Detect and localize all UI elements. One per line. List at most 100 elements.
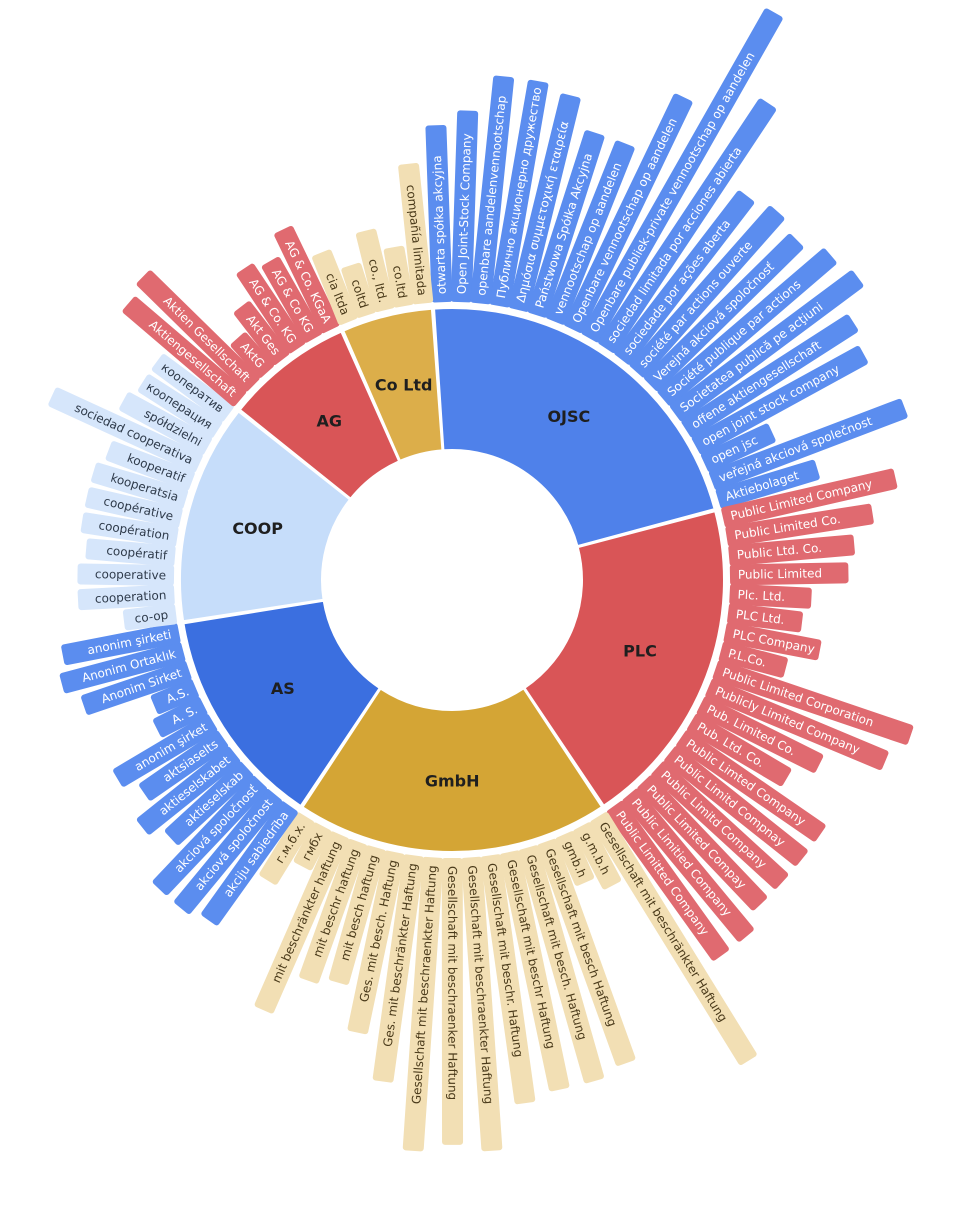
outer-wedge-plc[interactable]: Public Ltd. Co. <box>728 534 855 566</box>
outer-wedge-bar <box>164 761 254 845</box>
outer-wedge-bar <box>136 746 241 835</box>
outer-wedge-bar <box>657 248 837 406</box>
outer-wedge-bar <box>261 257 323 343</box>
outer-wedge-bar <box>113 714 218 787</box>
outer-wedge-bar <box>480 854 536 1105</box>
outer-wedge-bar <box>48 387 203 473</box>
outer-wedge-co-ltd[interactable]: coltd <box>341 262 377 319</box>
outer-wedge-bar <box>254 831 350 1014</box>
outer-wedge-bar <box>545 140 635 325</box>
outer-wedge-plc[interactable]: Plc. Ltd. <box>729 583 812 609</box>
outer-wedge-bar <box>629 205 785 378</box>
outer-wedge-bar <box>508 93 581 312</box>
outer-wedge-bar <box>201 801 298 926</box>
outer-wedge-bar <box>77 584 175 611</box>
outer-wedge-plc[interactable]: Public Limited <box>729 562 849 586</box>
outer-wedge-bar <box>489 79 549 308</box>
group-label-coop: COOP <box>232 519 283 538</box>
outer-wedge-bar <box>581 8 783 343</box>
inner-wedge-co-ltd[interactable] <box>341 307 444 463</box>
outer-wedge-label: co-op <box>134 608 169 626</box>
outer-wedge-bar <box>150 678 199 715</box>
outer-wedge-plc[interactable]: PLC Ltd. <box>727 603 804 633</box>
outer-wedge-bar <box>230 332 275 378</box>
outer-wedge-bar <box>705 678 889 770</box>
group-label-as: AS <box>271 679 295 698</box>
group-label-co-ltd: Co Ltd <box>375 375 433 394</box>
outer-wedge-bar <box>700 423 776 473</box>
outer-wedge-bar <box>174 789 283 914</box>
outer-wedge-bar <box>637 775 767 911</box>
outer-wedge-bar <box>341 262 376 318</box>
outer-wedge-bar <box>91 462 189 510</box>
outer-wedge-bar <box>729 562 849 586</box>
outer-wedge-bar <box>614 190 755 365</box>
outer-wedge-bar <box>715 459 820 509</box>
inner-wedge-ag[interactable] <box>238 330 401 501</box>
outer-wedge-bar <box>518 845 604 1084</box>
outer-wedge-bar <box>151 354 234 422</box>
outer-wedge-bar <box>725 503 874 547</box>
outer-wedge-bar <box>708 398 908 491</box>
outer-wedge-as[interactable]: A. S. <box>152 696 208 738</box>
outer-wedge-label: Open Joint-Stock Company <box>455 133 474 294</box>
outer-wedge-bar <box>122 296 247 407</box>
outer-wedge-bar <box>355 228 395 313</box>
outer-wedge-plc[interactable]: P.L.Co. <box>718 641 788 678</box>
outer-wedge-label: cooperative <box>95 567 166 582</box>
outer-wedge-bar <box>606 800 729 961</box>
outer-wedge-bar <box>402 856 444 1152</box>
outer-wedge-bar <box>139 730 229 801</box>
outer-wedge-bar <box>470 75 515 305</box>
group-label-gmbh: GmbH <box>425 771 480 790</box>
outer-wedge-bar <box>77 563 175 586</box>
outer-wedge-label: Public Limited <box>738 566 822 582</box>
outer-wedge-bar <box>136 270 260 392</box>
outer-wedge-bar <box>398 163 434 305</box>
outer-wedge-bar <box>81 660 192 715</box>
group-label-ojsc: OJSC <box>547 407 590 426</box>
inner-wedge-gmbh[interactable] <box>301 687 604 853</box>
outer-wedge-bar <box>687 713 792 787</box>
inner-ring: OJSC PLC GmbH AS COOP AG Co Ltd <box>179 307 725 853</box>
outer-wedge-bar <box>729 583 812 609</box>
outer-wedge-bar <box>643 233 804 392</box>
outer-wedge-gmbh[interactable]: Gesellschaft mit beschraenker Haftung <box>441 857 464 1145</box>
outer-wedge-bar <box>527 130 605 318</box>
outer-wedge-bar <box>274 225 340 334</box>
outer-wedge-bar <box>105 441 195 491</box>
outer-wedge-bar <box>450 110 479 303</box>
outer-wedge-coop[interactable]: cooperative <box>77 563 175 586</box>
outer-wedge-bar <box>590 812 757 1065</box>
inner-wedge-plc[interactable] <box>523 509 725 808</box>
inner-wedge-as[interactable] <box>182 599 382 808</box>
inner-wedge-ojsc[interactable] <box>432 307 716 548</box>
outer-wedge-bar <box>728 534 855 566</box>
outer-wedge-bar <box>328 845 386 985</box>
outer-wedge-coop[interactable]: cooperation <box>77 584 175 611</box>
outer-wedge-bar <box>664 746 808 866</box>
outer-wedge-bar <box>563 93 693 333</box>
outer-wedge-bar <box>573 822 621 890</box>
outer-wedge-bar <box>721 468 898 528</box>
outer-wedge-as[interactable]: A.S. <box>150 678 200 715</box>
outer-wedge-coop[interactable]: coopératif <box>85 538 176 567</box>
outer-wedge-bar <box>234 301 290 366</box>
outer-wedge-label: cooperation <box>95 588 167 606</box>
outer-wedge-bar <box>85 538 176 567</box>
outer-wedge-bar <box>598 98 776 354</box>
outer-wedge-bar <box>80 512 179 548</box>
outer-wedge-ojsc[interactable]: otwarta spółka akcyjna <box>425 124 453 303</box>
outer-wedge-label: coopératif <box>106 543 169 562</box>
outer-wedge-bar <box>499 850 570 1092</box>
outer-wedge-bar <box>347 850 405 1035</box>
inner-wedge-coop[interactable] <box>179 410 352 623</box>
outer-wedge-co-ltd[interactable]: co.ltd <box>383 245 414 308</box>
outer-wedge-bar <box>727 603 803 633</box>
outer-wedge-bar <box>153 696 208 738</box>
outer-wedge-coop[interactable]: co-op <box>122 603 178 631</box>
outer-wedge-ojsc[interactable]: Open Joint-Stock Company <box>450 110 479 303</box>
outer-wedge-bar <box>138 374 223 438</box>
outer-wedge-bar <box>425 124 453 303</box>
